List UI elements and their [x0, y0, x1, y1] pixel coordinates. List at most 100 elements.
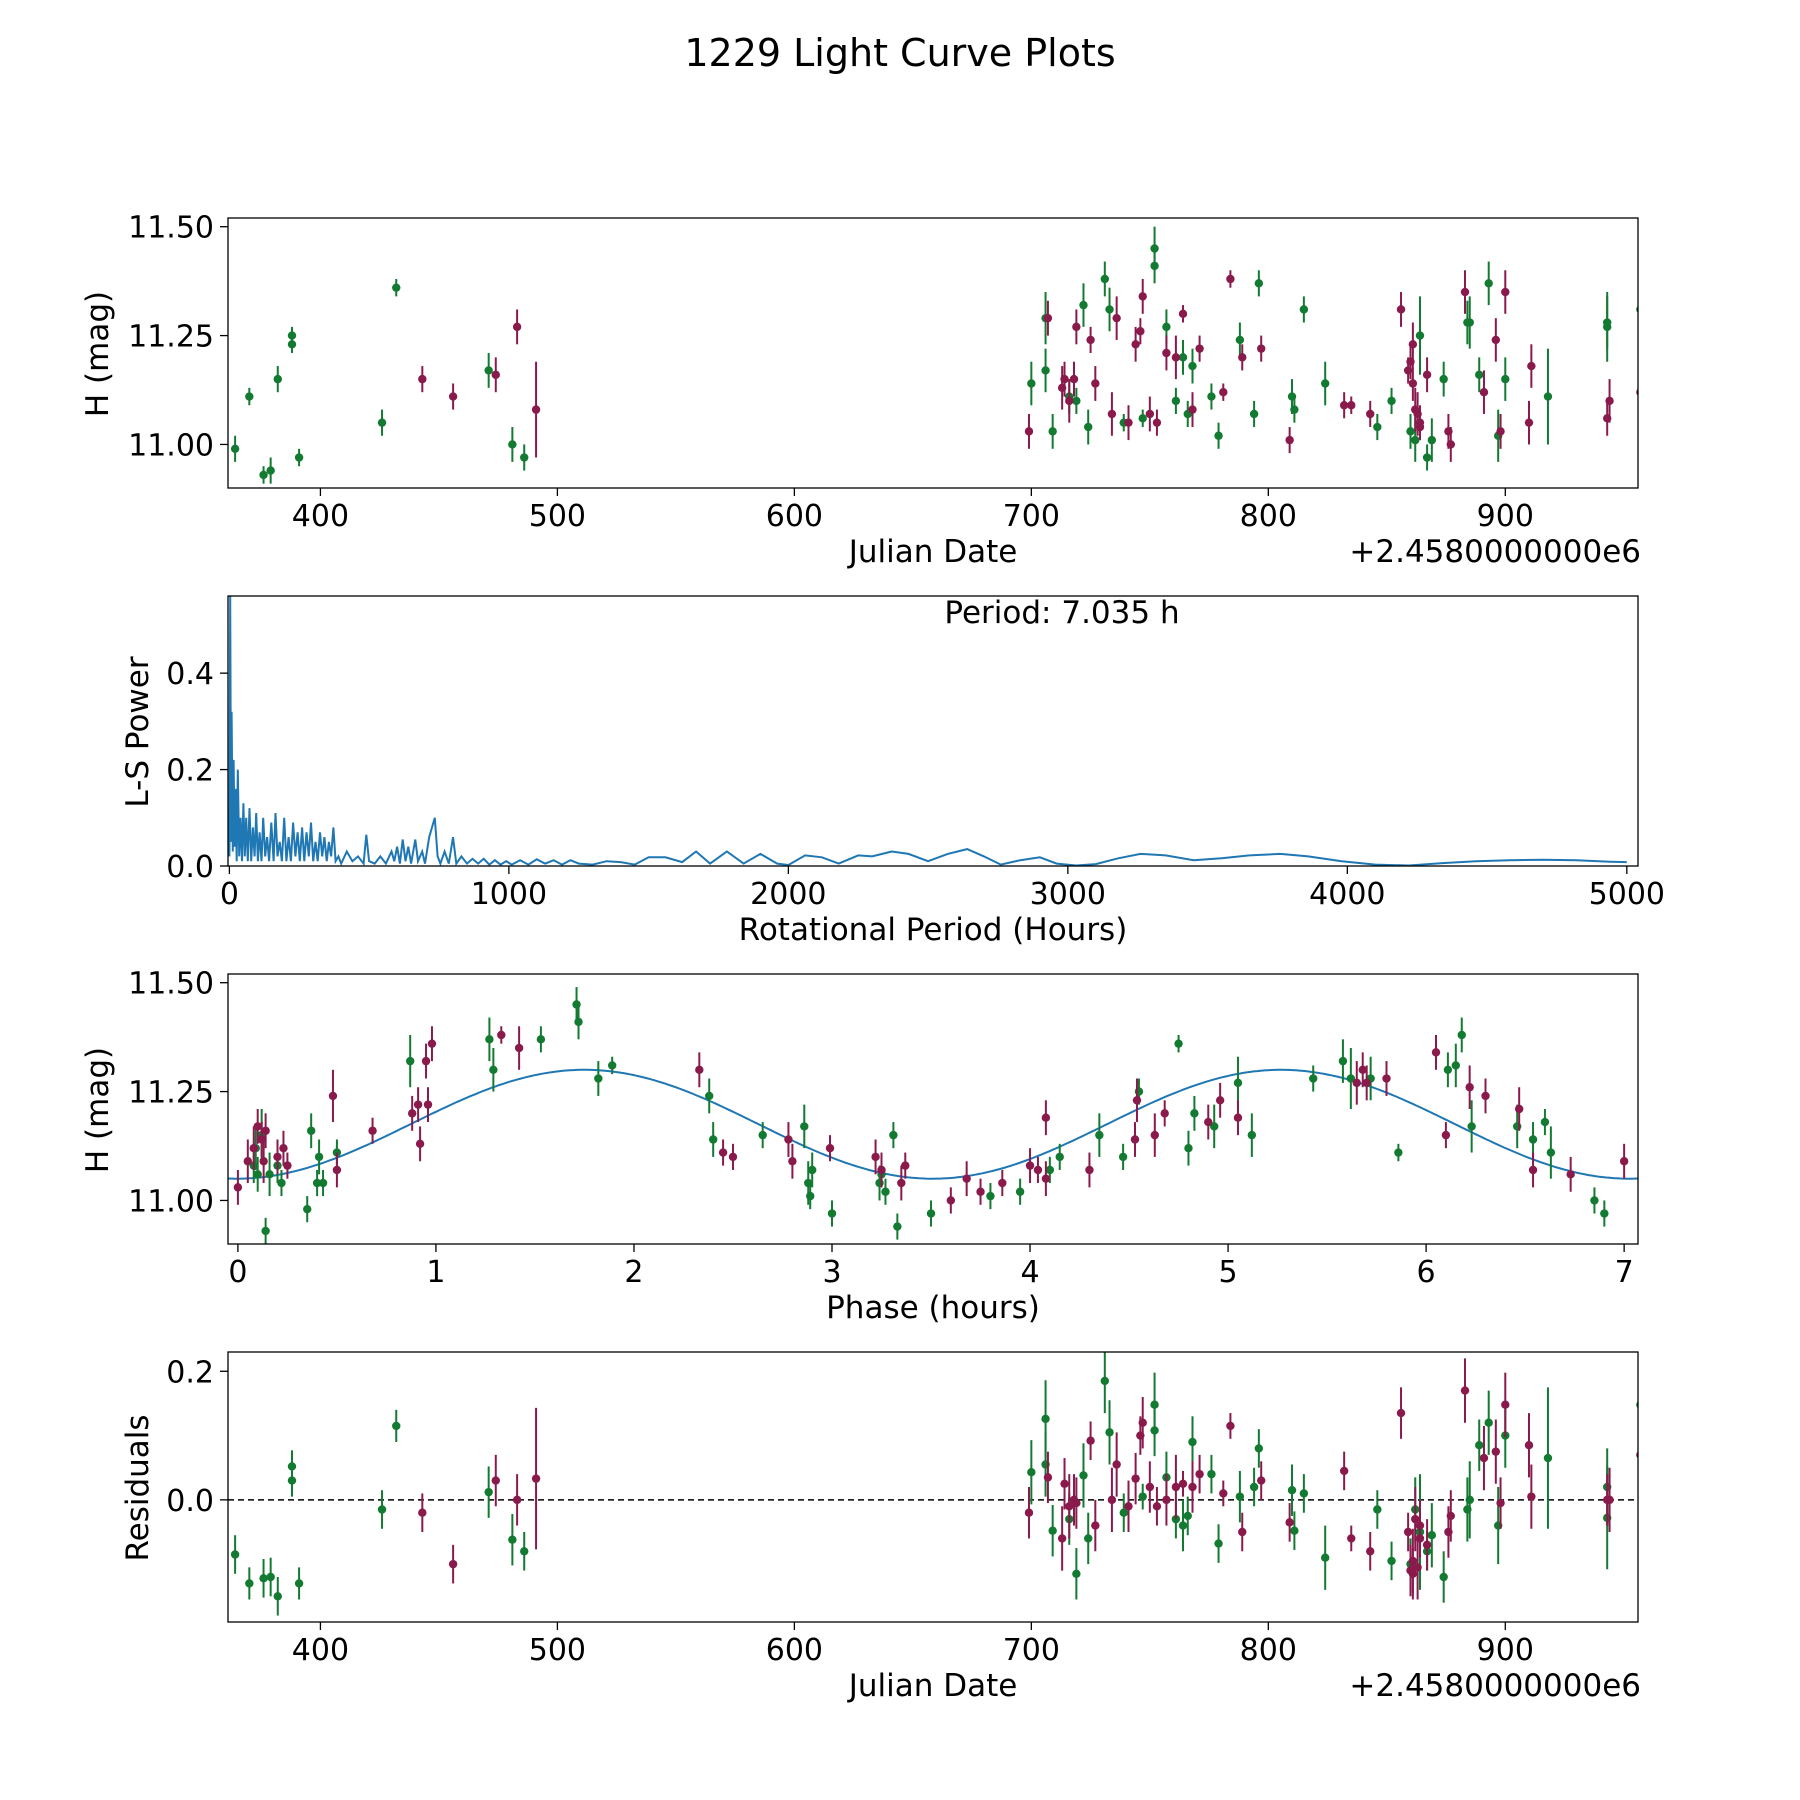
data-marker: [253, 1122, 262, 1131]
data-marker: [1411, 1514, 1420, 1524]
phased-point-green: [1394, 1143, 1403, 1162]
data-marker: [1465, 1083, 1474, 1092]
lightcurve-point-magenta: [1524, 400, 1534, 445]
phased-point-magenta: [332, 1152, 342, 1188]
lightcurve-point-green: [484, 353, 493, 388]
lightcurve-point-magenta: [448, 383, 458, 410]
data-marker: [1524, 418, 1534, 427]
residuals-point-magenta: [1491, 1419, 1501, 1484]
data-marker: [825, 1143, 835, 1153]
lightcurve-xtick-label: 800: [1240, 499, 1297, 534]
lightcurve-xtick-label: 500: [529, 499, 586, 534]
phased-point-green: [1443, 1052, 1453, 1088]
data-marker: [230, 444, 240, 454]
data-marker: [1124, 1502, 1133, 1511]
data-marker: [1527, 1492, 1536, 1501]
phased-point-green: [705, 1078, 714, 1114]
phased-point-magenta: [421, 1043, 431, 1079]
data-marker: [531, 1474, 541, 1483]
lightcurve-point-green: [1299, 296, 1309, 323]
data-marker: [536, 1035, 546, 1044]
data-marker: [273, 1152, 282, 1162]
residuals-point-green: [1084, 1512, 1093, 1565]
lightcurve-point-magenta: [1396, 292, 1406, 327]
data-marker: [1041, 1414, 1050, 1424]
lightcurve-point-magenta: [1043, 300, 1053, 336]
lightcurve-point-magenta: [1091, 366, 1100, 401]
lightcurve-point-magenta: [1446, 427, 1455, 462]
data-marker: [1226, 274, 1235, 284]
data-marker: [1411, 435, 1420, 445]
lightcurve-point-green: [273, 366, 282, 393]
data-marker: [1528, 1135, 1538, 1144]
lightcurve-point-magenta: [1219, 383, 1228, 401]
data-marker: [377, 1505, 387, 1514]
lightcurve-point-green: [1079, 283, 1088, 327]
data-marker: [1100, 1376, 1110, 1386]
data-marker: [871, 1152, 880, 1162]
phased-xtick-label: 0: [228, 1255, 247, 1290]
data-marker: [1394, 1148, 1403, 1157]
lightcurve-point-magenta: [512, 309, 522, 345]
phased-point-magenta: [1528, 1152, 1538, 1188]
phased-point-magenta: [1619, 1143, 1629, 1179]
residuals-point-green: [1178, 1499, 1188, 1552]
data-marker: [800, 1122, 809, 1131]
data-marker: [265, 1170, 274, 1179]
data-marker: [294, 1579, 304, 1588]
data-marker: [1465, 1495, 1474, 1505]
phased-point-green: [827, 1200, 837, 1227]
residuals-point-magenta: [1403, 1512, 1413, 1552]
data-marker: [1309, 1074, 1318, 1083]
panel-lightcurve: H (mag) Julian Date +2.4580000000e6 400 5…: [80, 211, 1641, 570]
data-marker: [1079, 1471, 1088, 1480]
periodogram-ytick-label: 0.0: [166, 850, 214, 885]
data-marker: [1422, 370, 1432, 379]
lightcurve-ytick-label: 11.50: [128, 211, 214, 246]
data-marker: [1408, 340, 1418, 349]
data-marker: [1160, 1109, 1169, 1118]
data-marker: [877, 1165, 886, 1175]
periodogram-xlabel: Rotational Period (Hours): [739, 912, 1128, 948]
data-marker: [423, 1100, 433, 1109]
phased-point-green: [277, 1169, 286, 1197]
phased-point-green: [1457, 1017, 1466, 1053]
data-marker: [1188, 405, 1197, 414]
data-marker: [287, 1462, 297, 1471]
data-marker: [1178, 1521, 1188, 1530]
phased-point-magenta: [1233, 1100, 1243, 1136]
data-marker: [261, 1226, 270, 1236]
phased-point-magenta: [1130, 1122, 1140, 1157]
residuals-point-magenta: [1408, 1548, 1418, 1600]
data-marker: [1195, 1469, 1204, 1479]
data-marker: [418, 1508, 427, 1517]
data-marker: [1178, 353, 1188, 362]
periodogram-axes-frame: [227, 595, 1639, 867]
data-marker: [1491, 335, 1501, 345]
phased-point-magenta: [243, 1139, 253, 1184]
data-marker: [1136, 327, 1145, 336]
data-marker: [491, 1476, 500, 1485]
lightcurve-point-magenta: [1086, 326, 1095, 353]
panel-phased: H (mag) Phase (hours) 0 1 2 3 4 5 6 7 11.00 11.25…: [80, 967, 1639, 1326]
lightcurve-xtick-label: 900: [1477, 499, 1534, 534]
data-marker: [1479, 387, 1489, 397]
data-marker: [1145, 1482, 1155, 1492]
phased-point-magenta: [1362, 1065, 1371, 1101]
periodogram-ytick-label: 0.2: [166, 754, 214, 789]
lightcurve-point-green: [1235, 322, 1245, 358]
residuals-point-magenta: [1065, 1474, 1074, 1539]
phased-point-magenta: [695, 1052, 704, 1088]
lightcurve-point-green: [1171, 387, 1181, 414]
data-marker: [1396, 305, 1406, 314]
data-marker: [1138, 414, 1147, 423]
phased-point-magenta: [825, 1135, 835, 1162]
phased-point-green: [893, 1213, 902, 1240]
data-marker: [1496, 1498, 1505, 1508]
data-marker: [1439, 1572, 1448, 1582]
phased-point-green: [536, 1026, 546, 1053]
residuals-point-green: [1027, 1440, 1036, 1505]
data-marker: [1543, 392, 1553, 401]
phased-point-green: [800, 1104, 809, 1149]
data-marker: [901, 1161, 910, 1170]
